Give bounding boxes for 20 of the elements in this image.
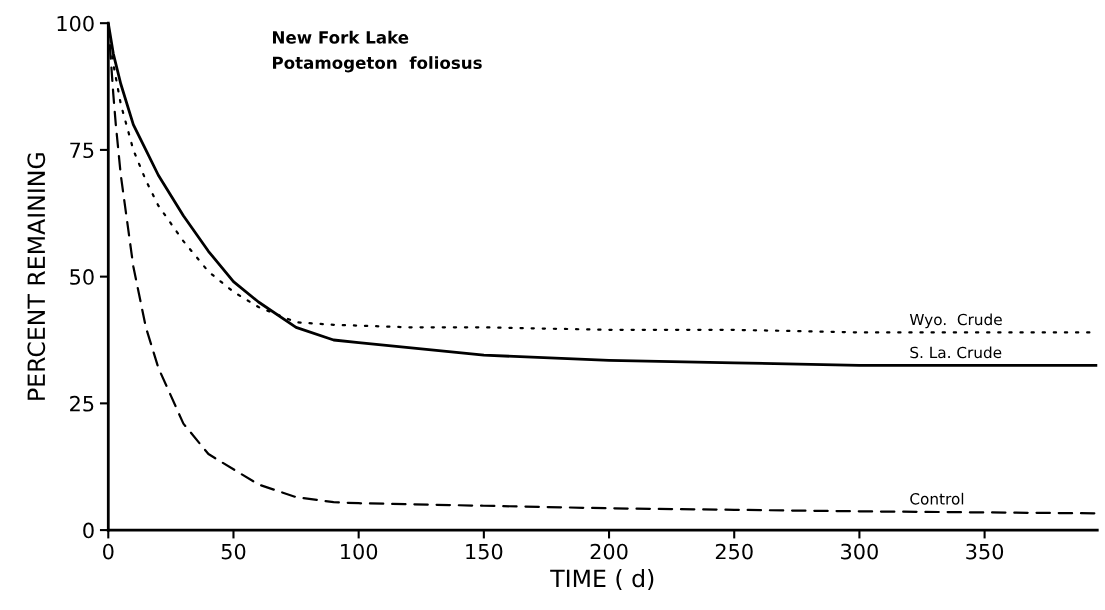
y-axis-title: PERCENT REMAINING xyxy=(27,153,46,400)
x-tick-label: 0 xyxy=(103,543,114,560)
x-tick-label: 150 xyxy=(466,543,503,560)
y-tick-label: 0 xyxy=(83,522,94,539)
y-tick-label: 25 xyxy=(70,395,94,412)
y-tick-label: 100 xyxy=(57,15,94,32)
x-tick-label: 300 xyxy=(841,543,878,560)
x-tick-label: 200 xyxy=(590,543,628,560)
y-tick-label: 75 xyxy=(70,142,94,159)
text: Potamogeton foliosus xyxy=(273,56,482,73)
x-axis-title: TIME ( d) xyxy=(550,569,654,591)
series-label: Wyo. Crude xyxy=(909,313,1002,329)
series-label: Control xyxy=(910,492,964,505)
y-tick-label: 50 xyxy=(70,269,94,285)
series-label: S. La. Crude xyxy=(910,346,1002,359)
x-tick-label: 100 xyxy=(341,543,378,560)
x-tick-label: 50 xyxy=(221,543,246,560)
x-tick-label: 350 xyxy=(966,543,1004,560)
x-tick-label: 250 xyxy=(715,543,753,560)
chart-title: New Fork Lake xyxy=(273,30,409,44)
